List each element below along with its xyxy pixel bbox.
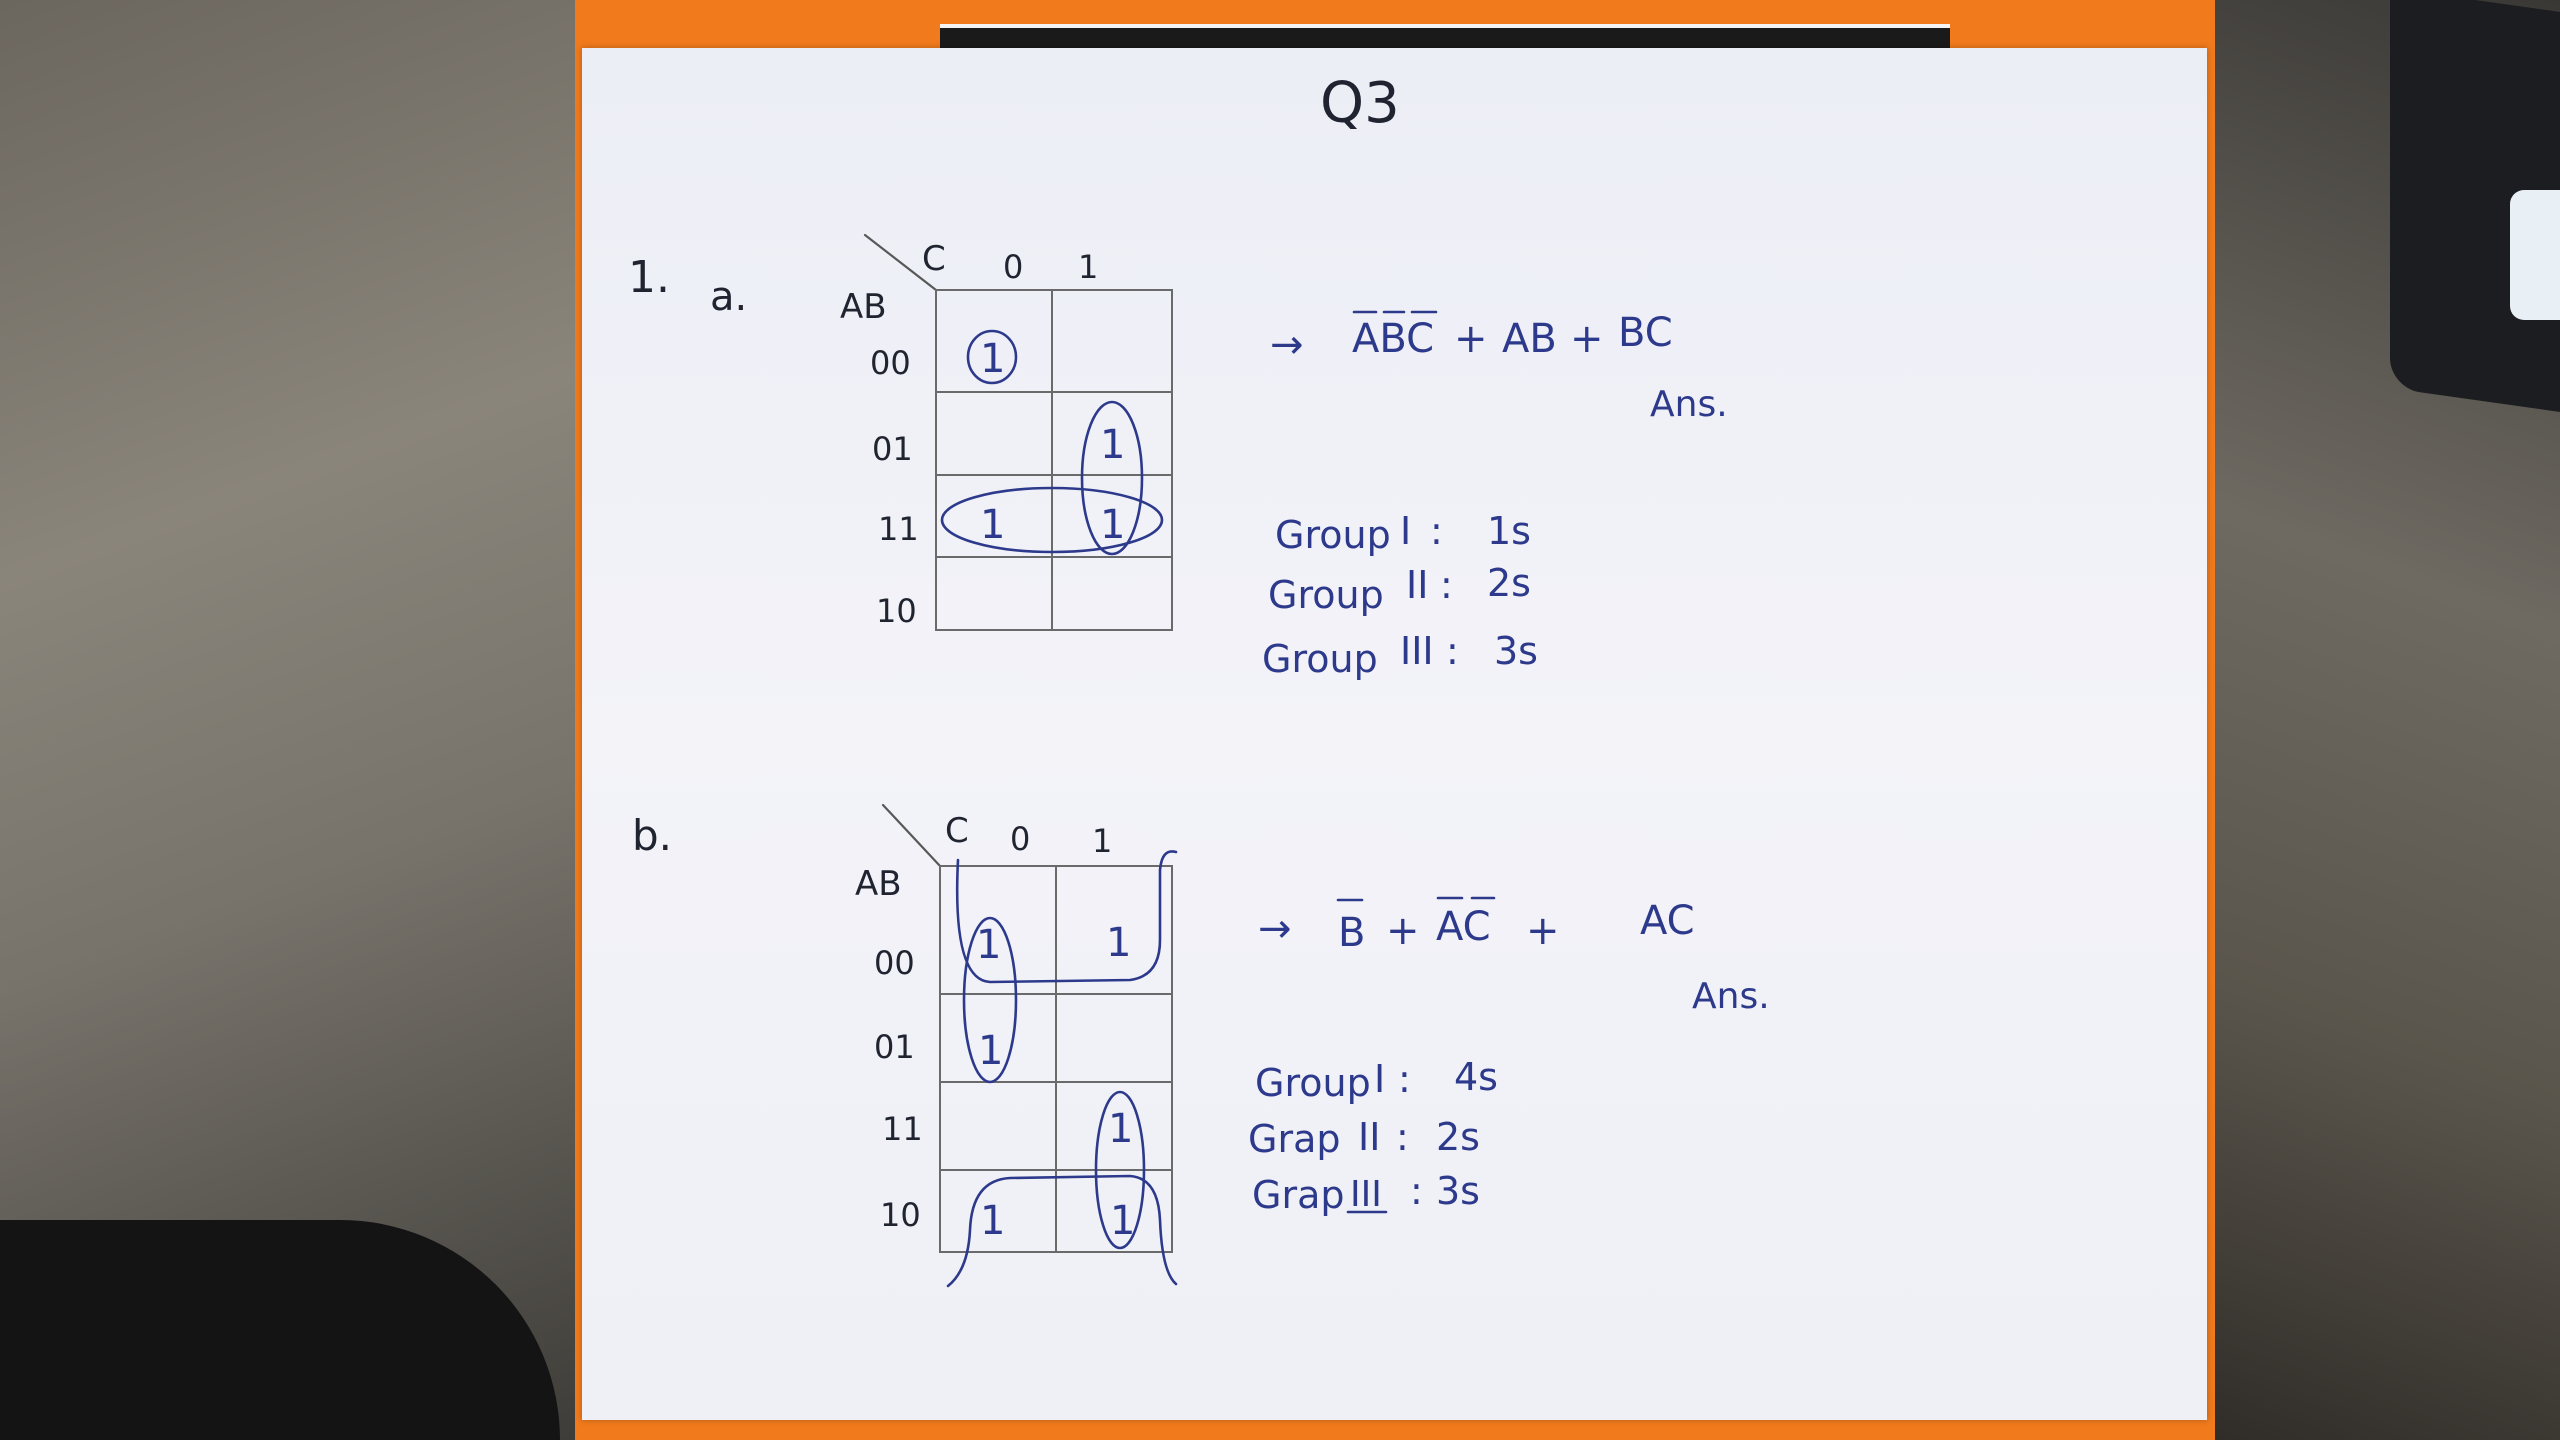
- group-a2-label: Group: [1268, 573, 1384, 617]
- group-b3-value: 3s: [1436, 1169, 1480, 1213]
- expression-a-ans: Ans.: [1650, 384, 1728, 425]
- kmap-a-row-header-00: 00: [870, 344, 911, 382]
- kmap-b-var-row: AB: [855, 864, 902, 904]
- kmap-a-col-header-0: 0: [1003, 248, 1023, 286]
- kmap-b-cell-00-0: 1: [976, 922, 1001, 968]
- group-b3-sep: :: [1410, 1169, 1423, 1213]
- kmap-a-group-horizontal-loop: [940, 486, 1164, 554]
- group-a1-value: 1s: [1487, 509, 1531, 553]
- expression-b-plus1: +: [1386, 908, 1420, 954]
- expression-b-plus2: +: [1526, 908, 1560, 954]
- group-b1-label: Group: [1255, 1061, 1371, 1105]
- expression-b-term3: AC: [1640, 898, 1695, 944]
- kmap-b-col-header-0: 0: [1010, 820, 1030, 858]
- kmap-a-cell-11-0: 1: [980, 502, 1005, 548]
- kmap-a-cell-01-1: 1: [1100, 422, 1125, 468]
- kmap-b-col-header-1: 1: [1092, 822, 1112, 860]
- part-b-label: b.: [632, 811, 672, 860]
- kmap-b-var-col: C: [945, 811, 969, 851]
- group-a2-sep: :: [1440, 563, 1453, 607]
- group-a3-numeral: III: [1400, 629, 1434, 673]
- group-b2-value: 2s: [1436, 1115, 1480, 1159]
- kmap-a-col-header-1: 1: [1078, 248, 1098, 286]
- kmap-a-grid: [935, 289, 1173, 631]
- group-b3-label: Grap: [1252, 1173, 1344, 1217]
- kmap-a-row-header-11: 11: [878, 510, 919, 548]
- group-a3-sep: :: [1446, 629, 1459, 673]
- kmap-b-row-header-11: 11: [882, 1110, 923, 1148]
- kmap-a-group-vertical-loop: [1080, 400, 1144, 556]
- kmap-b-cell-10-0: 1: [980, 1198, 1005, 1244]
- kmap-b-corner-diagonal: [881, 803, 942, 868]
- group-a1-sep: :: [1430, 509, 1443, 553]
- desk-left-background: [0, 0, 600, 1440]
- group-b1-sep: :: [1398, 1057, 1411, 1101]
- group-b2-numeral: II: [1358, 1115, 1380, 1159]
- kmap-a-var-row: AB: [840, 287, 887, 327]
- group-a1-numeral: I: [1400, 509, 1411, 553]
- kmap-a-group-single-loop: [966, 329, 1018, 385]
- group-b2-label: Grap: [1248, 1117, 1340, 1161]
- kmap-b-cell-00-1: 1: [1106, 920, 1131, 966]
- kmap-b-cell-01-0: 1: [978, 1028, 1003, 1074]
- group-b2-sep: :: [1396, 1115, 1409, 1159]
- page-title: Q3: [1320, 71, 1400, 136]
- expression-a-plus2: +: [1570, 316, 1604, 362]
- group-b3-numeral: III: [1350, 1174, 1382, 1215]
- expression-a-term1: ABC: [1352, 316, 1434, 362]
- group-b1-value: 4s: [1454, 1055, 1498, 1099]
- expression-a-term3: BC: [1618, 310, 1673, 356]
- group-a3-label: Group: [1262, 637, 1378, 681]
- expression-b-term2: AC: [1436, 904, 1491, 950]
- kmap-a-var-col: C: [922, 239, 946, 279]
- part-a-label: a.: [710, 274, 747, 320]
- expression-a-term2: AB: [1502, 316, 1557, 362]
- kmap-b-row-header-10: 10: [880, 1196, 921, 1234]
- expression-b-term1: B: [1338, 910, 1365, 956]
- kmap-a-row-header-10: 10: [876, 592, 917, 630]
- paper-sheet: [582, 48, 2207, 1420]
- group-a2-value: 2s: [1487, 561, 1531, 605]
- kmap-b-cell-11-1: 1: [1108, 1106, 1133, 1152]
- group-a1-label: Group: [1275, 513, 1391, 557]
- kmap-a-cell-11-1: 1: [1100, 502, 1125, 548]
- question-number: 1.: [628, 252, 670, 303]
- expression-a-arrow: →: [1270, 322, 1304, 368]
- kmap-b-group-bottom-row-loop: [946, 1174, 1178, 1288]
- group-a3-value: 3s: [1494, 629, 1538, 673]
- kmap-b-group-left-column-loop: [962, 916, 1018, 1084]
- kmap-a-row-header-01: 01: [872, 430, 913, 468]
- clip-strip: [940, 24, 1950, 48]
- kmap-b-row-header-00: 00: [874, 944, 915, 982]
- expression-b-ans: Ans.: [1692, 976, 1770, 1017]
- kmap-a-cell-00-0: 1: [980, 336, 1005, 382]
- kmap-b-grid: [939, 865, 1173, 1253]
- kmap-b-group-top-row-loop: [955, 850, 1178, 984]
- kmap-b-row-header-01: 01: [874, 1028, 915, 1066]
- expression-b-arrow: →: [1258, 906, 1292, 952]
- kmap-b-group-right-column-loop: [1094, 1090, 1146, 1250]
- expression-a-plus1: +: [1454, 316, 1488, 362]
- group-b1-numeral: I: [1374, 1057, 1385, 1101]
- group-a2-numeral: II: [1406, 563, 1428, 607]
- device-sticker: [2510, 190, 2560, 320]
- kmap-b-cell-10-1: 1: [1110, 1198, 1135, 1244]
- kmap-a-corner-diagonal: [863, 233, 938, 292]
